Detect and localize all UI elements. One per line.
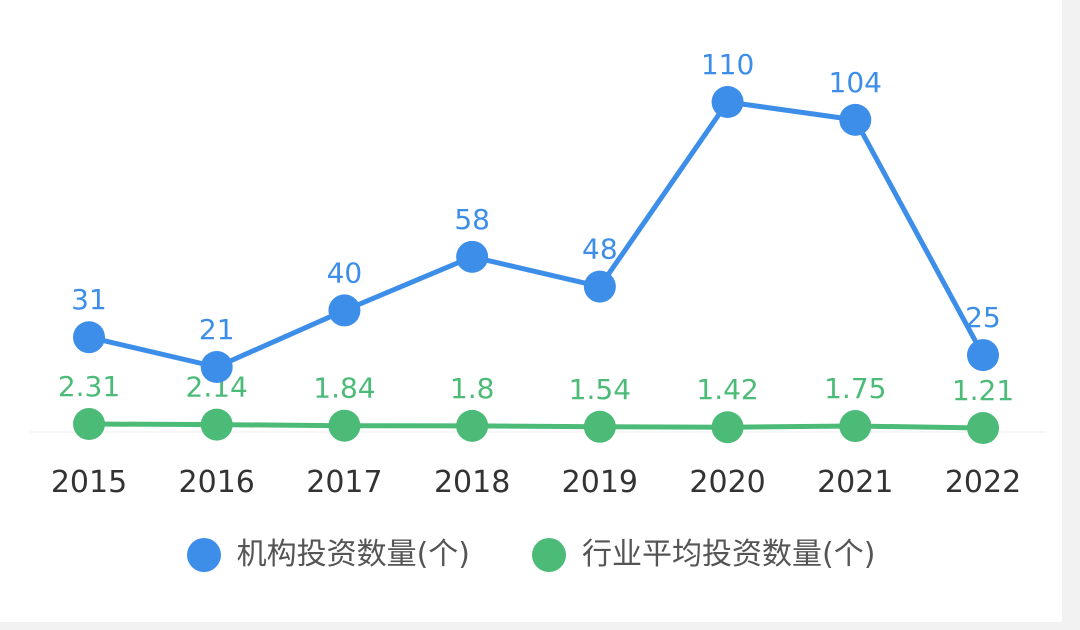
legend-label-industry-average: 行业平均投资数量(个) [582, 537, 876, 572]
chart-card: 2015 2016 2017 2018 2019 2020 2021 2022 2.31 2.14… [0, 0, 1062, 622]
institution-series-line [86, 99, 986, 370]
industry-average-series-point [73, 408, 105, 440]
industry-average-series-point [967, 412, 999, 444]
institution-series-point [967, 339, 999, 372]
x-tick-label: 2022 [945, 465, 1021, 500]
industry-average-series-point [711, 411, 744, 444]
industry-average-series-point [583, 410, 616, 443]
x-tick-label: 2019 [562, 465, 638, 500]
institution-series-data-label: 48 [582, 233, 618, 266]
x-tick-label: 2016 [179, 465, 255, 500]
x-tick-label: 2020 [689, 465, 765, 500]
legend-item-institution[interactable]: 机构投资数量(个) [186, 532, 470, 578]
industry-average-series-data-label: 2.31 [58, 370, 120, 403]
legend-marker-institution [186, 538, 221, 572]
x-tick-label: 2018 [434, 465, 510, 500]
industry-average-series-line [86, 421, 986, 431]
x-tick-label: 2015 [51, 465, 127, 500]
industry-average-series-point [328, 409, 361, 442]
industry-average-series-point [200, 408, 233, 441]
institution-series-point [711, 86, 744, 118]
x-tick-label: 2017 [306, 465, 382, 500]
legend-item-industry-average[interactable]: 行业平均投资数量(个) [532, 532, 875, 578]
industry-average-series-data-label: 1.84 [313, 372, 375, 405]
industry-average-series-data-label: 1.42 [696, 373, 758, 406]
industry-average-series-point [456, 409, 489, 442]
industry-average-series-data-label: 1.21 [952, 374, 1014, 407]
institution-series-point [200, 351, 233, 383]
industry-average-series-point [839, 410, 872, 443]
x-tick-label: 2021 [817, 465, 893, 500]
institution-series-data-label: 40 [327, 256, 363, 289]
institution-series-data-label: 58 [454, 203, 490, 236]
institution-series-point [456, 240, 489, 273]
institution-series-data-label: 21 [199, 313, 235, 346]
institution-series-point [328, 294, 361, 327]
chart-legend: 机构投资数量(个) 行业平均投资数量(个) [0, 532, 1062, 578]
industry-average-series-data-label: 1.8 [450, 372, 495, 405]
institution-series-data-label: 31 [71, 283, 107, 316]
institution-series-data-label: 25 [965, 301, 1001, 334]
institution-series-point [839, 103, 872, 136]
industry-average-series-data-label: 1.75 [824, 372, 886, 405]
institution-series-point [583, 270, 616, 303]
institution-series-data-label: 104 [829, 66, 882, 99]
legend-label-institution: 机构投资数量(个) [236, 537, 470, 572]
legend-marker-industry-average [532, 538, 566, 572]
institution-series-point [73, 321, 105, 354]
institution-series-data-label: 110 [701, 48, 754, 81]
industry-average-series-data-label: 1.54 [569, 373, 631, 406]
